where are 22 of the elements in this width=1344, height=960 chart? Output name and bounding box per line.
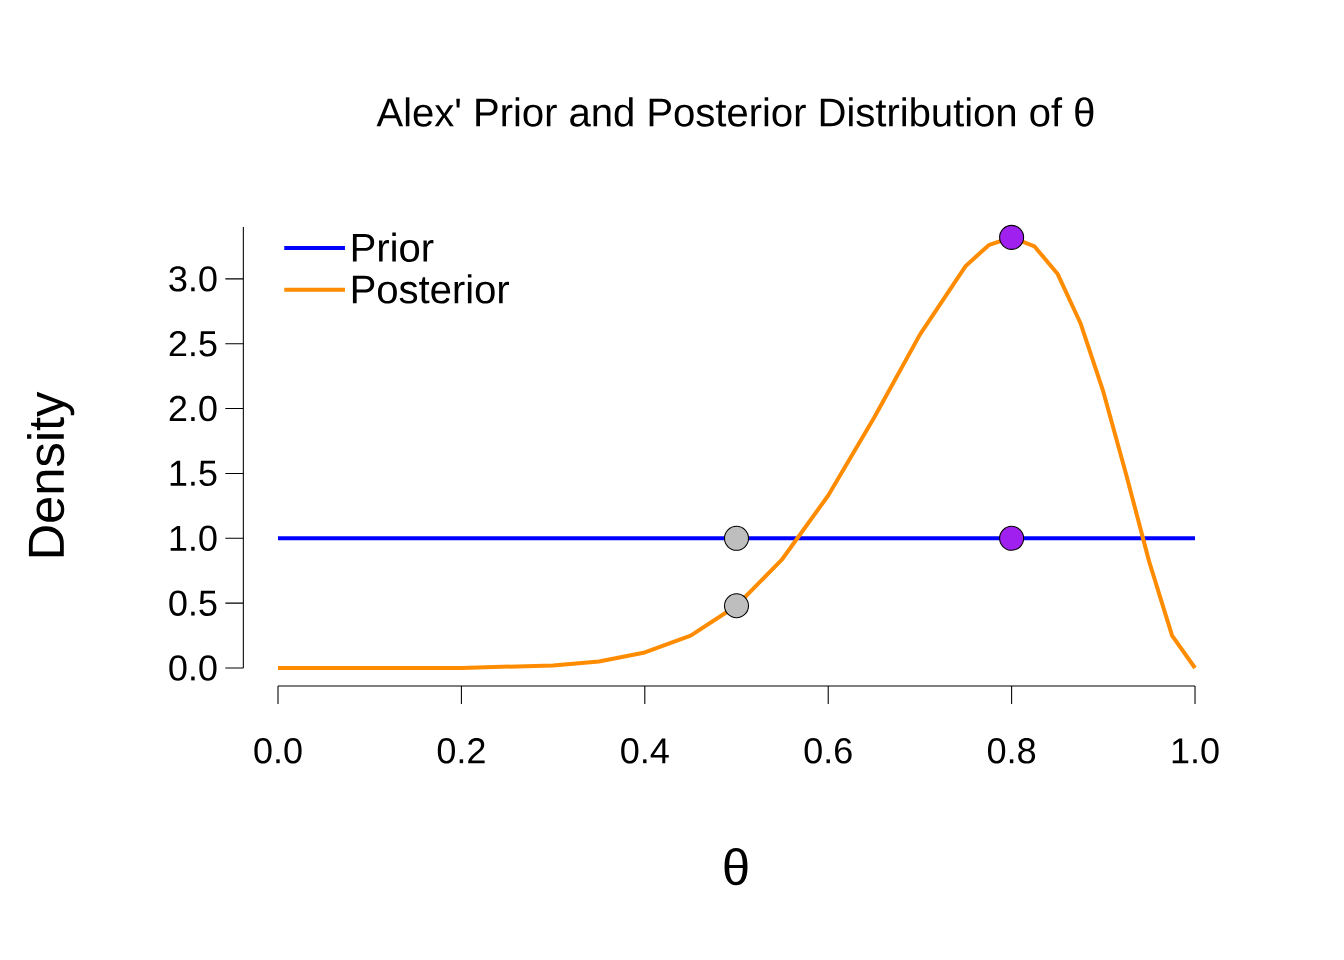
point	[723, 525, 750, 551]
x-tick-label: 0.2	[437, 738, 485, 764]
x-tick-label: 0.4	[621, 738, 669, 764]
y-tick-label: 0.5	[169, 590, 217, 616]
chart-title: Alex' Prior and Posterior Distribution of θ	[376, 97, 1094, 127]
legend-label: Prior	[352, 232, 434, 262]
x-tick-label: 0.0	[254, 738, 302, 764]
y-tick-label: 2.5	[169, 330, 217, 357]
point	[723, 593, 750, 619]
x-tick-label: 0.6	[804, 738, 852, 764]
y-axis-title: Density	[27, 391, 75, 557]
y-tick-label: 1.0	[170, 525, 217, 552]
point	[999, 224, 1025, 250]
y-tick-label: 2.0	[169, 395, 217, 422]
y-tick-label: 1.5	[170, 460, 217, 486]
legend-label: Posterior	[352, 274, 510, 304]
point	[999, 525, 1025, 551]
x-tick-label: 1.0	[1172, 738, 1219, 764]
y-tick-label: 3.0	[169, 266, 217, 292]
y-tick-label: 0.0	[169, 655, 217, 681]
x-tick-label: 0.8	[987, 738, 1036, 764]
x-axis-title: θ	[724, 848, 748, 886]
